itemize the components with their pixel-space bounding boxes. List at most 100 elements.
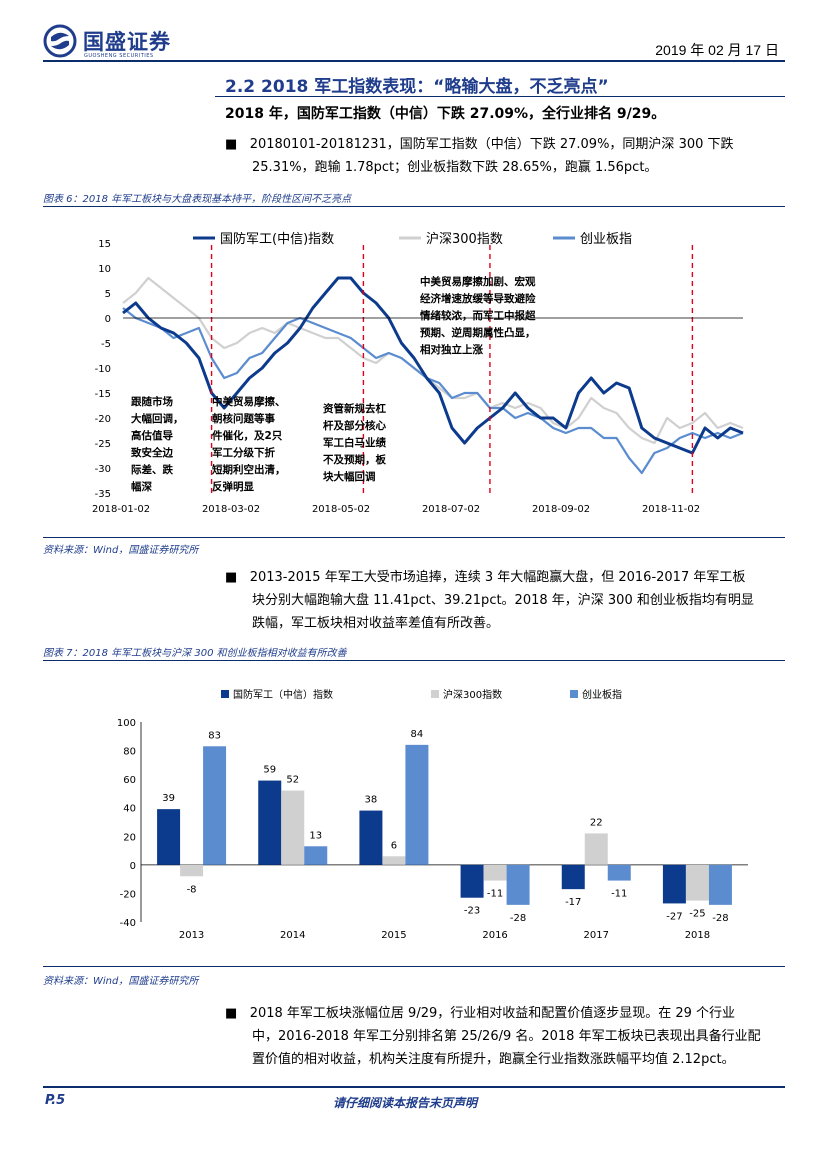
page-number: P.5 <box>45 1093 66 1108</box>
bar <box>685 864 709 901</box>
annotation-line: 跟随市场 <box>131 395 173 408</box>
y-tick-label: 20 <box>123 832 136 843</box>
figure-7-bottom-rule <box>43 966 785 967</box>
paragraph-line: 中，2016-2018 年军工分别排名第 25/26/9 名。2018 年军工板… <box>252 1029 761 1044</box>
bar-data-label: 84 <box>411 729 424 740</box>
x-tick-label: 2018-11-02 <box>642 504 700 515</box>
bar-data-label: -27 <box>666 911 682 922</box>
bar <box>382 856 406 865</box>
bar-data-label: -25 <box>689 909 705 920</box>
y-tick-label: 10 <box>98 264 111 275</box>
bar-chart: 100 80 60 40 20 0 -20 -40 2013 2014 2015 2016 2017 20… <box>117 688 748 941</box>
series-line-0 <box>122 276 744 455</box>
paragraph-3: ■ 2018 年军工板块涨幅位居 9/29，行业相对收益和配置价值逐步显现。在 … <box>225 1002 785 1071</box>
bar <box>584 833 608 865</box>
bar-data-label: 39 <box>162 793 175 804</box>
figure-6-source: 资料来源：Wind，国盛证券研究所 <box>43 545 199 556</box>
figure-6-title: 图表 6：2018 年军工板块与大盘表现基本持平，阶段性区间不乏亮点 <box>43 194 352 205</box>
bar <box>483 864 507 881</box>
chart-annotation: 中美贸易摩擦加剧、宏观经济增速放缓等导致避险情绪较浓，而军工中报超预期、逆周期属… <box>420 275 536 356</box>
figure-6-top-rule <box>43 206 785 207</box>
logo-mark-icon <box>43 24 77 58</box>
bar <box>281 790 305 865</box>
bullet-icon: ■ <box>225 570 238 585</box>
annotation-line: 大幅回调， <box>131 412 184 425</box>
annotation-line: 相对独立上涨 <box>420 343 483 356</box>
annotation-line: 中美贸易摩擦加剧、宏观 <box>420 275 536 288</box>
x-tick-label: 2015 <box>381 930 406 941</box>
bar-data-label: 22 <box>590 817 603 828</box>
section-subtitle: 2018 年，国防军工指数（中信）下跌 27.09%，全行业排名 9/29。 <box>225 106 666 122</box>
x-tick-label: 2018-03-02 <box>202 504 260 515</box>
y-tick-label: -5 <box>101 339 111 350</box>
y-tick-label: 100 <box>117 718 136 729</box>
y-tick-label: -20 <box>95 414 111 425</box>
logo: 国盛证券 GUOSHENG SECURITIES <box>43 22 183 60</box>
bar <box>405 744 429 865</box>
line-chart: 15 10 5 0 -5 -10 -15 -20 -25 -30 -35 2018-01-02 2018… <box>92 231 744 515</box>
x-tick-label: 2017 <box>584 930 609 941</box>
bar-data-label: 38 <box>365 795 378 806</box>
bar-data-label: -8 <box>187 884 197 895</box>
paragraph-1: ■ 20180101-20181231，国防军工指数（中信）下跌 27.09%，… <box>225 133 785 179</box>
bar-data-label: 6 <box>391 840 397 851</box>
bar <box>662 864 686 904</box>
bar <box>258 780 282 865</box>
header-rule <box>43 60 785 62</box>
bar-data-label: -28 <box>510 913 526 924</box>
legend-label: 国防军工(中信)指数 <box>220 231 334 247</box>
y-tick-label: -30 <box>95 464 111 475</box>
paragraph-line: 块分别大幅跑输大盘 11.41pct、39.21pct。2018 年，沪深 30… <box>252 593 754 608</box>
section-title-rule <box>215 96 785 97</box>
annotation-line: 中美贸易摩擦、 <box>212 395 286 408</box>
figure-7-source: 资料来源：Wind，国盛证券研究所 <box>43 976 199 987</box>
legend-label: 沪深300指数 <box>443 688 502 701</box>
x-tick-label: 2018 <box>685 930 710 941</box>
legend-label: 创业板指 <box>580 232 632 247</box>
x-tick-label: 2013 <box>179 930 204 941</box>
paragraph-line: 置价值的相对收益，机构关注度有所提升，跑赢全行业指数涨跌幅平均值 2.12pct… <box>252 1052 735 1067</box>
x-tick-label: 2018-07-02 <box>422 504 480 515</box>
bar-data-label: -11 <box>611 889 627 900</box>
x-tick-label: 2016 <box>482 930 507 941</box>
annotation-line: 短期利空出清， <box>212 463 286 476</box>
y-tick-label: -35 <box>95 489 111 500</box>
bullet-icon: ■ <box>225 1006 238 1021</box>
paragraph-line: 跌幅，军工板块相对收益率差值有所改善。 <box>252 616 500 631</box>
bar-data-label: 13 <box>309 830 322 841</box>
paragraph-2: ■ 2013-2015 年军工大受市场追捧，连续 3 年大幅跑赢大盘，但 201… <box>225 566 785 635</box>
chart-annotation: 中美贸易摩擦、朝核问题等事件催化，及2只军工分级下折短期利空出清， 反弹明显 <box>212 395 286 493</box>
logo-subtext: GUOSHENG SECURITIES <box>84 53 154 59</box>
legend-label: 沪深300指数 <box>426 231 503 247</box>
annotation-line: 资管新规去杠 <box>323 402 386 415</box>
bar <box>506 864 530 905</box>
annotation-line: 军工分级下折 <box>212 446 275 459</box>
chart-annotation: 跟随市场大幅回调， 高估值导致安全边际差、跌幅深 <box>131 395 184 493</box>
annotation-line: 不及预期，板 <box>323 453 386 466</box>
x-tick-label: 2018-01-02 <box>92 504 150 515</box>
y-tick-label: -25 <box>95 439 111 450</box>
annotation-line: 杆及部分核心 <box>323 419 386 432</box>
y-tick-label: 15 <box>98 239 111 250</box>
bar <box>708 864 732 905</box>
footer-rule <box>43 1086 785 1088</box>
bar <box>180 864 204 877</box>
bar <box>203 746 227 865</box>
paragraph-line: 2013-2015 年军工大受市场追捧，连续 3 年大幅跑赢大盘，但 2016-… <box>249 570 746 585</box>
bar-data-label: -11 <box>487 889 503 900</box>
bar <box>607 864 631 881</box>
annotation-line: 军工白马业绩 <box>323 436 386 449</box>
y-tick-label: 60 <box>123 775 136 786</box>
bullet-icon: ■ <box>225 137 238 152</box>
annotation-line: 高估值导 <box>131 429 173 442</box>
y-tick-label: -10 <box>95 364 111 375</box>
bar-data-label: -17 <box>565 897 581 908</box>
x-tick-label: 2018-05-02 <box>312 504 370 515</box>
bar-data-label: -28 <box>712 913 728 924</box>
figure-7-title: 图表 7：2018 年军工板块与沪深 300 和创业板指相对收益有所改善 <box>43 648 347 659</box>
y-tick-label: 0 <box>105 314 111 325</box>
bar-data-label: 83 <box>208 730 221 741</box>
y-tick-label: 0 <box>130 861 136 872</box>
annotation-line: 件催化，及2只 <box>212 429 283 442</box>
annotation-line: 际差、跌 <box>131 463 173 476</box>
